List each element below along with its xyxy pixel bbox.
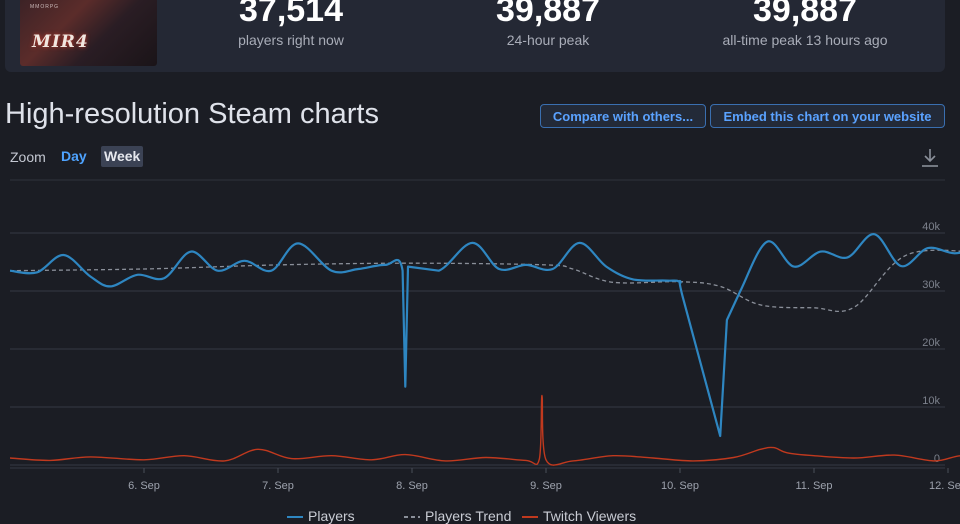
series-line-players-trend [9,249,960,313]
series-line-players [9,233,960,438]
y-tick-label: 40k [922,221,940,233]
legend-label: Twitch Viewers [543,508,636,524]
x-tick-label: 10. Sep [661,480,699,492]
game-logo-text: MIR4 [32,32,89,52]
compare-button[interactable]: Compare with others... [540,104,706,128]
legend-label: Players Trend [425,508,511,524]
embed-chart-button[interactable]: Embed this chart on your website [710,104,945,128]
game-logo-subtext: MMORPG [30,4,60,10]
stat-value: 39,887 [753,0,857,29]
stat-label: 24-hour peak [506,32,590,48]
stat-players-now: 37,514 players right now [191,0,391,48]
y-tick-label: 20k [922,337,940,349]
zoom-day-option[interactable]: Day [61,148,87,164]
stat-24h-peak: 39,887 24-hour peak [448,0,648,48]
series-line-twitch-viewers [9,394,960,466]
download-icon[interactable] [919,146,941,170]
y-tick-label: 30k [922,279,940,291]
x-tick-label: 7. Sep [262,480,294,492]
stat-label: all-time peak 13 hours ago [722,32,888,48]
section-title: High-resolution Steam charts [5,98,379,130]
players-chart: 0 10k 20k 30k 40k 6. Sep 7. Sep 8. Sep 9. Sep 10.… [9,179,960,524]
y-tick-label: 10k [922,395,940,407]
legend-label: Players [308,508,355,524]
stat-label: players right now [238,32,344,48]
x-tick-label: 8. Sep [396,480,428,492]
x-tick-label: 6. Sep [128,480,160,492]
stats-card: MMORPG MIR4 37,514 players right now 39,… [5,0,945,72]
x-tick-label: 9. Sep [530,480,562,492]
y-tick-label: 0 [934,453,940,465]
zoom-week-option[interactable]: Week [101,146,144,167]
x-tick-label: 12. Sep [929,480,960,492]
zoom-label: Zoom [10,149,46,165]
game-thumbnail: MMORPG MIR4 [20,0,157,66]
stat-all-time-peak: 39,887 all-time peak 13 hours ago [705,0,905,48]
stat-value: 37,514 [239,0,343,29]
x-tick-label: 11. Sep [795,480,832,492]
stat-value: 39,887 [496,0,600,29]
